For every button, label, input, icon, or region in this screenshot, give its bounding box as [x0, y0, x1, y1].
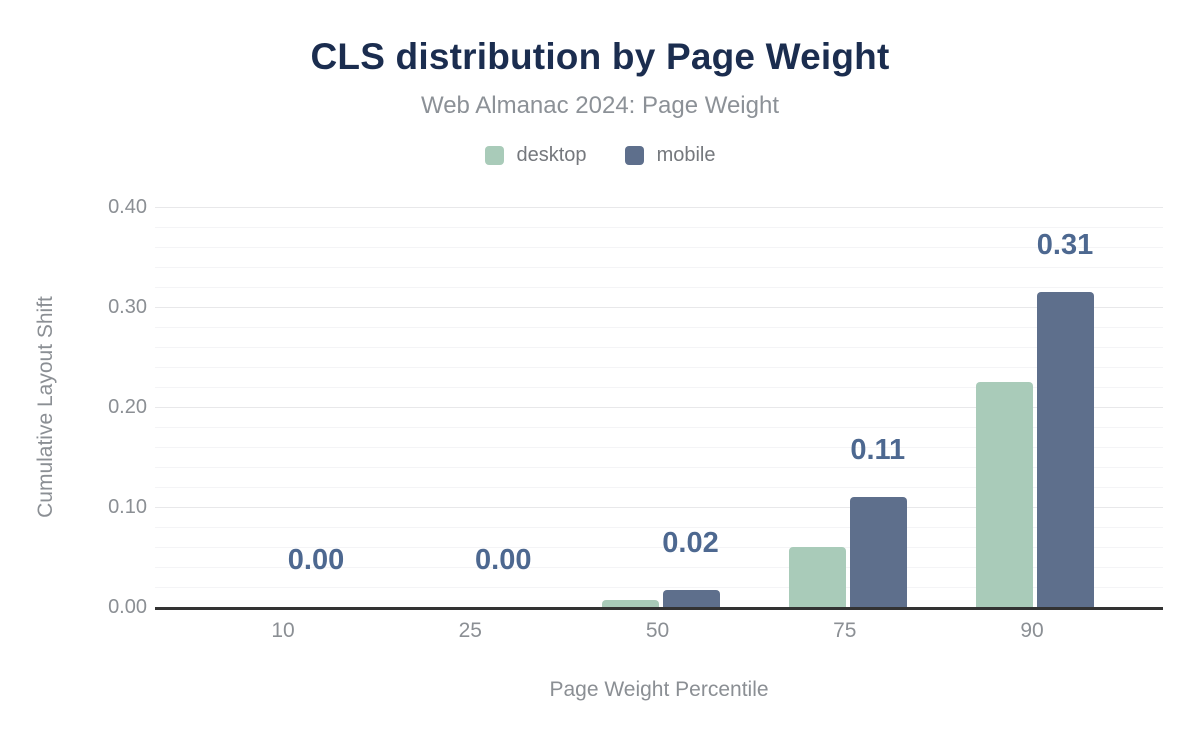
- gridline-minor: [155, 366, 1163, 368]
- gridline-major: [155, 206, 1163, 208]
- x-tick-label-50: 50: [645, 619, 670, 642]
- chart-subtitle: Web Almanac 2024: Page Weight: [420, 92, 779, 119]
- gridline-major: [155, 306, 1163, 308]
- gridline-minor: [155, 586, 1163, 588]
- y-tick-label: 0.00: [108, 596, 147, 618]
- x-tick-label-90: 90: [1020, 619, 1044, 642]
- y-axis-title: Cumulative Layout Shift: [34, 296, 57, 518]
- bar-desktop-50[interactable]: [601, 600, 659, 607]
- data-label-mobile-90: 0.31: [1036, 229, 1094, 261]
- gridline-minor: [155, 566, 1163, 568]
- bar-mobile-50[interactable]: [662, 590, 720, 607]
- data-label-mobile-75: 0.11: [850, 434, 906, 466]
- x-axis-line: [155, 607, 1163, 610]
- legend-label-desktop: desktop: [516, 144, 587, 166]
- gridline-minor: [155, 546, 1163, 548]
- x-tick-label-25: 25: [458, 619, 482, 642]
- gridline-minor: [155, 286, 1163, 288]
- mobile-swatch-icon: [624, 146, 644, 165]
- gridline-major: [155, 406, 1163, 408]
- gridline-minor: [155, 426, 1163, 428]
- legend: desktop mobile: [0, 144, 1200, 167]
- gridline-minor: [155, 326, 1163, 328]
- data-label-mobile-50: 0.02: [662, 527, 719, 559]
- data-label-mobile-10: 0.00: [287, 544, 345, 576]
- gridline-minor: [155, 446, 1163, 448]
- y-tick-label: 0.10: [108, 496, 147, 518]
- gridline-minor: [155, 386, 1163, 388]
- gridline-minor: [155, 526, 1163, 528]
- plot-area: 0.00 0.00 0.02 0.11 0.31: [155, 206, 1163, 610]
- legend-item-mobile[interactable]: mobile: [624, 144, 716, 167]
- gridline-minor: [155, 346, 1163, 348]
- x-tick-label-75: 75: [833, 619, 857, 642]
- y-tick-label: 0.40: [108, 196, 147, 218]
- gridline-minor: [155, 466, 1163, 468]
- gridline-minor: [155, 266, 1163, 268]
- gridline-minor: [155, 226, 1163, 228]
- gridline-major: [155, 506, 1163, 508]
- bar-mobile-90[interactable]: [1037, 292, 1094, 607]
- gridline-minor: [155, 246, 1163, 248]
- bar-desktop-90[interactable]: [976, 382, 1033, 607]
- bar-desktop-75[interactable]: [788, 547, 846, 607]
- data-label-mobile-25: 0.00: [475, 544, 532, 576]
- x-tick-label-10: 10: [271, 619, 295, 642]
- desktop-swatch-icon: [484, 146, 504, 165]
- y-tick-label: 0.20: [108, 396, 147, 418]
- gridline-minor: [155, 486, 1163, 488]
- x-axis-title: Page Weight Percentile: [549, 678, 769, 701]
- y-tick-label: 0.30: [108, 296, 147, 318]
- bar-mobile-75[interactable]: [849, 497, 907, 607]
- legend-item-desktop[interactable]: desktop: [484, 144, 587, 167]
- chart-title: CLS distribution by Page Weight: [310, 36, 890, 77]
- legend-label-mobile: mobile: [656, 144, 716, 166]
